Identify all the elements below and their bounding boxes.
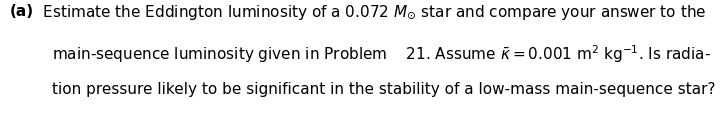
Text: tion pressure likely to be significant in the stability of a low-mass main-seque: tion pressure likely to be significant i… — [52, 82, 716, 97]
Text: Estimate the Eddington luminosity of a 0.072 $M_{\odot}$ star and compare your a: Estimate the Eddington luminosity of a 0… — [34, 4, 707, 22]
Text: (a): (a) — [9, 4, 34, 19]
Text: main-sequence luminosity given in Problem    21. Assume $\bar{\kappa} = 0.001$ m: main-sequence luminosity given in Proble… — [52, 43, 711, 65]
